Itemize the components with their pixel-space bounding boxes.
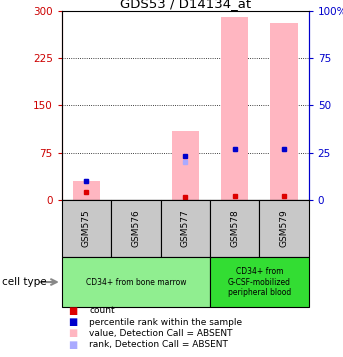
Text: ■: ■	[69, 328, 78, 338]
Text: GSM578: GSM578	[230, 210, 239, 247]
Bar	[270, 23, 298, 200]
Text: CD34+ from bone marrow: CD34+ from bone marrow	[85, 277, 186, 287]
Text: ■: ■	[69, 306, 78, 316]
Text: value, Detection Call = ABSENT: value, Detection Call = ABSENT	[89, 329, 233, 338]
Bar	[172, 131, 199, 200]
Bar	[62, 257, 210, 307]
Text: cell type: cell type	[2, 277, 46, 287]
Text: GSM575: GSM575	[82, 210, 91, 247]
Text: ■: ■	[69, 317, 78, 327]
Text: GSM579: GSM579	[280, 210, 288, 247]
Text: CD34+ from
G-CSF-mobilized
peripheral blood: CD34+ from G-CSF-mobilized peripheral bl…	[228, 267, 291, 297]
Bar	[111, 200, 161, 257]
Bar	[210, 257, 309, 307]
Text: GSM577: GSM577	[181, 210, 190, 247]
Text: count: count	[89, 306, 115, 315]
Bar	[73, 181, 100, 200]
Bar	[221, 17, 248, 200]
Bar	[62, 200, 111, 257]
Text: percentile rank within the sample: percentile rank within the sample	[89, 317, 242, 327]
Bar	[210, 200, 259, 257]
Bar	[259, 200, 309, 257]
Text: rank, Detection Call = ABSENT: rank, Detection Call = ABSENT	[89, 340, 228, 350]
Text: ■: ■	[69, 340, 78, 350]
Title: GDS53 / D14134_at: GDS53 / D14134_at	[120, 0, 251, 10]
Bar	[161, 200, 210, 257]
Text: GSM576: GSM576	[131, 210, 140, 247]
